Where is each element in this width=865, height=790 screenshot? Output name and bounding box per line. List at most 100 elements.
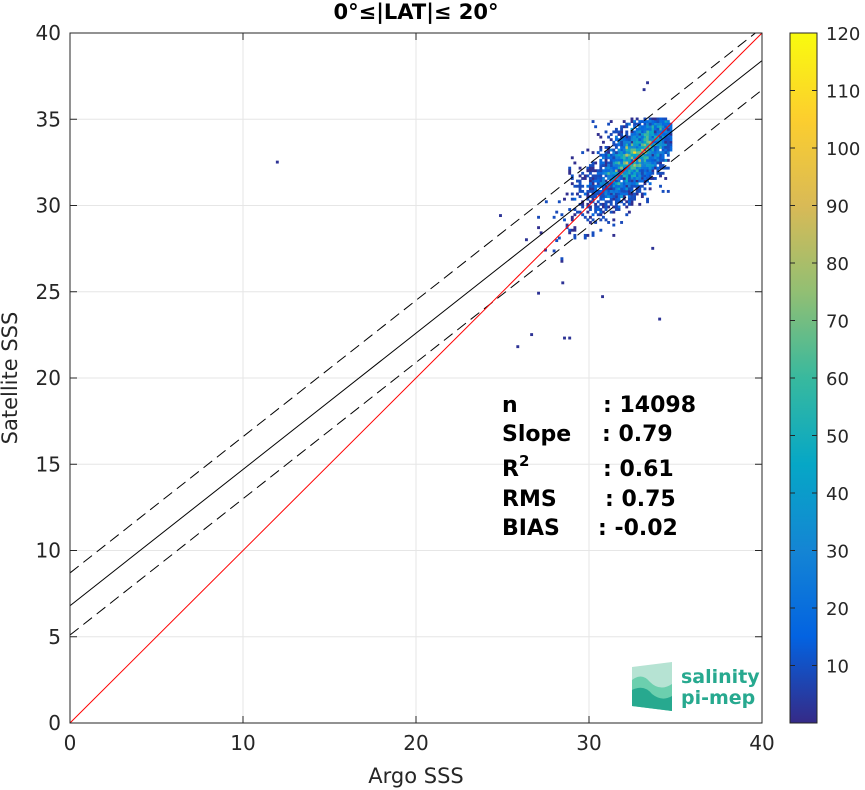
density-cell [617, 138, 621, 142]
density-cell [661, 117, 665, 121]
density-cell [609, 138, 613, 142]
density-cell [625, 133, 629, 136]
density-cell [627, 200, 631, 204]
density-cell [604, 145, 608, 149]
density-cell [635, 166, 639, 170]
density-cell [635, 153, 639, 157]
density-cell [612, 187, 616, 191]
density-cell [568, 231, 572, 235]
outlier-point [658, 317, 662, 321]
density-cell [659, 171, 662, 175]
density-cell [656, 151, 660, 155]
density-cell [607, 221, 611, 224]
density-cell [622, 135, 626, 139]
density-cell [594, 179, 598, 183]
density-cell [659, 161, 662, 165]
density-cell [664, 138, 668, 142]
density-cell [630, 171, 634, 175]
density-cell [638, 202, 642, 206]
density-cell [625, 187, 629, 191]
density-cell [622, 140, 626, 144]
density-cell [633, 151, 637, 155]
density-cell [633, 195, 637, 199]
density-cell [633, 120, 637, 123]
density-cell [653, 177, 657, 180]
density-cell [656, 145, 660, 149]
density-cell [648, 169, 652, 173]
y-tick-label: 15 [36, 452, 61, 476]
density-cell [612, 218, 616, 222]
density-cell [633, 145, 637, 149]
density-cell [622, 138, 626, 142]
stat-r2-label: R2 [502, 452, 529, 482]
density-cell [661, 156, 665, 160]
density-cell [617, 158, 621, 162]
density-cell [627, 153, 631, 157]
density-cell [625, 140, 629, 144]
density-cell [643, 174, 647, 178]
density-cell [586, 189, 590, 193]
density-cell [646, 135, 649, 139]
density-cell [599, 195, 603, 199]
y-tick-label: 35 [36, 107, 61, 131]
density-cell [591, 233, 595, 237]
density-cell [640, 158, 644, 162]
density-cell [635, 164, 639, 167]
density-cell [622, 151, 626, 155]
density-cell [594, 210, 598, 214]
density-cell [625, 205, 629, 209]
density-cell [620, 145, 624, 149]
density-cell [607, 171, 611, 175]
density-cell [648, 117, 652, 121]
density-cell [627, 202, 631, 206]
density-cell [604, 171, 608, 175]
density-cell [648, 166, 652, 170]
density-cell [591, 169, 595, 173]
density-cell [555, 239, 559, 243]
density-cell [638, 177, 642, 180]
density-cell [576, 184, 579, 188]
density-cell [599, 182, 603, 186]
density-cell [666, 151, 670, 155]
density-cell [666, 145, 670, 149]
density-cell [573, 161, 577, 165]
density-cell [666, 122, 670, 126]
density-cell [622, 174, 626, 178]
density-cell [638, 156, 642, 160]
density-cell [591, 187, 595, 191]
density-cell [630, 202, 634, 206]
colorbar-tick-label: 10 [826, 657, 849, 678]
density-cell [581, 151, 585, 155]
density-cell [643, 166, 647, 170]
density-cell [620, 148, 624, 152]
density-cell [578, 187, 582, 191]
density-cell [656, 156, 660, 160]
density-cell [635, 133, 639, 136]
density-cell [614, 182, 618, 186]
density-cell [586, 233, 590, 237]
density-cell [565, 192, 569, 196]
density-cell [568, 171, 572, 175]
density-cell [604, 202, 608, 206]
density-cell [604, 192, 608, 196]
density-cell [622, 197, 626, 201]
y-tick-label: 10 [36, 539, 61, 563]
density-cell [596, 184, 600, 188]
density-cell [617, 182, 621, 186]
density-cell [659, 138, 662, 142]
density-cell [627, 187, 631, 191]
density-cell [664, 130, 668, 134]
density-cell [599, 174, 603, 178]
density-cell [661, 122, 665, 126]
density-cell [630, 151, 634, 155]
density-cell [643, 127, 647, 131]
density-cell [661, 158, 665, 162]
density-cell [622, 164, 626, 167]
density-cell [594, 205, 598, 209]
density-cell [653, 140, 657, 144]
density-cell [589, 169, 592, 173]
density-cell [625, 184, 629, 188]
outlier-point [561, 281, 565, 285]
density-cell [596, 189, 600, 193]
density-cell [594, 174, 598, 178]
